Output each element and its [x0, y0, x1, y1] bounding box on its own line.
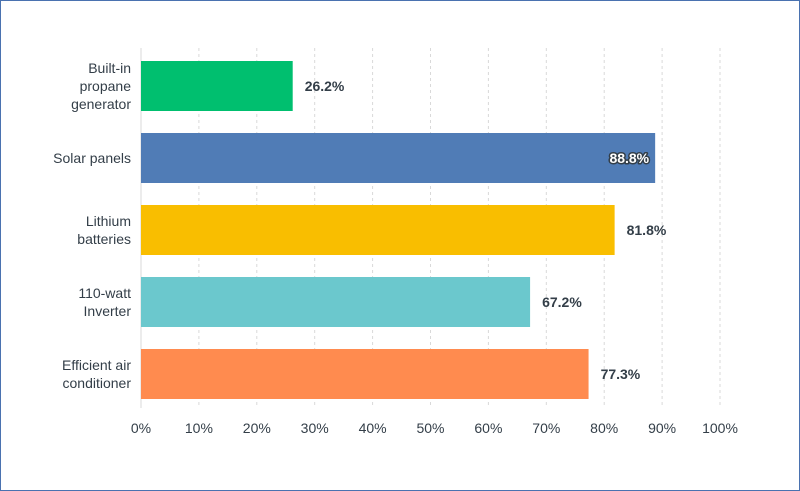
bar	[141, 133, 656, 183]
category-label: Solar panels	[53, 150, 131, 166]
data-label: 88.8%	[609, 150, 649, 166]
data-label: 77.3%	[601, 366, 641, 382]
bar	[141, 205, 615, 255]
x-tick-label: 60%	[474, 420, 502, 436]
x-tick-label: 70%	[532, 420, 560, 436]
x-tick-label: 10%	[185, 420, 213, 436]
bar	[141, 61, 293, 111]
bar	[141, 277, 531, 327]
bar	[141, 349, 589, 399]
data-label: 81.8%	[627, 222, 667, 238]
data-label: 26.2%	[305, 78, 345, 94]
x-tick-label: 0%	[131, 420, 151, 436]
category-label: 110-watt Inverter	[78, 285, 131, 319]
x-tick-label: 20%	[243, 420, 271, 436]
data-label: 67.2%	[542, 294, 582, 310]
x-tick-label: 30%	[301, 420, 329, 436]
x-tick-label: 80%	[590, 420, 618, 436]
x-tick-label: 50%	[416, 420, 444, 436]
category-label: Built-in propane generator	[71, 60, 131, 112]
x-tick-label: 90%	[648, 420, 676, 436]
x-tick-label: 100%	[702, 420, 738, 436]
category-label: Lithium batteries	[77, 213, 131, 247]
category-label: Efficient air conditioner	[62, 357, 131, 391]
x-tick-label: 40%	[359, 420, 387, 436]
